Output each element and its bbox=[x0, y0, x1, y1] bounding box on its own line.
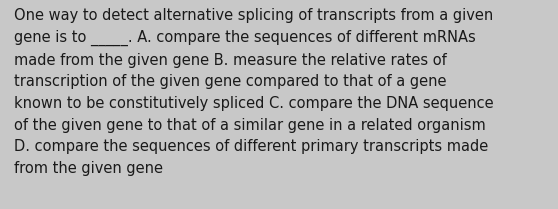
Text: One way to detect alternative splicing of transcripts from a given
gene is to __: One way to detect alternative splicing o… bbox=[14, 8, 494, 176]
